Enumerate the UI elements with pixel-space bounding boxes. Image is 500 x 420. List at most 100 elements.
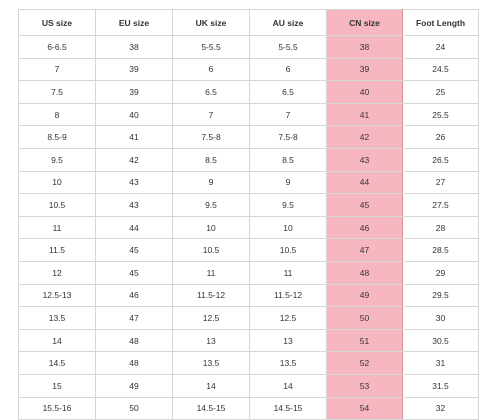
- cell-cn-size: 38: [326, 35, 403, 59]
- cell-uk-size: 9: [172, 170, 250, 195]
- table-row: 7.5 39 6.5 6.5 40 25: [18, 80, 479, 104]
- table-row: 15.5-16 50 14.5-15 14.5-15 54 32: [18, 396, 479, 420]
- cell-au-size: 10.5: [249, 238, 327, 262]
- cell-uk-size: 8.5: [172, 147, 250, 172]
- header-cn-size: CN size: [326, 9, 403, 36]
- cell-au-size: 13: [249, 328, 327, 353]
- cell-foot-length: 27: [402, 170, 479, 195]
- cell-us-size: 7.5: [18, 80, 96, 104]
- cell-us-size: 6-6.5: [18, 35, 96, 59]
- cell-au-size: 14.5-15: [249, 396, 327, 420]
- cell-us-size: 8: [18, 102, 96, 127]
- cell-foot-length: 27.5: [402, 193, 479, 217]
- cell-cn-size: 54: [326, 396, 403, 420]
- cell-us-size: 15: [18, 373, 96, 398]
- table-row: 8 40 7 7 41 25.5: [18, 102, 479, 127]
- cell-cn-size: 49: [326, 283, 403, 308]
- cell-au-size: 7: [249, 102, 327, 127]
- cell-eu-size: 45: [95, 260, 173, 285]
- cell-cn-size: 40: [326, 80, 403, 104]
- cell-foot-length: 26.5: [402, 147, 479, 172]
- cell-us-size: 10: [18, 170, 96, 195]
- cell-cn-size: 48: [326, 260, 403, 285]
- cell-uk-size: 12.5: [172, 306, 250, 330]
- cell-foot-length: 30: [402, 306, 479, 330]
- table-row: 10.5 43 9.5 9.5 45 27.5: [18, 193, 479, 217]
- cell-uk-size: 14.5-15: [172, 396, 250, 420]
- cell-foot-length: 31.5: [402, 373, 479, 398]
- header-au-size: AU size: [249, 9, 327, 36]
- cell-foot-length: 24: [402, 35, 479, 59]
- cell-uk-size: 10.5: [172, 238, 250, 262]
- cell-foot-length: 29: [402, 260, 479, 285]
- cell-eu-size: 43: [95, 170, 173, 195]
- table-row: 12.5-13 46 11.5-12 11.5-12 49 29.5: [18, 283, 479, 308]
- cell-uk-size: 10: [172, 215, 250, 240]
- cell-uk-size: 13: [172, 328, 250, 353]
- cell-cn-size: 51: [326, 328, 403, 353]
- cell-us-size: 13.5: [18, 306, 96, 330]
- cell-us-size: 8.5-9: [18, 125, 96, 149]
- cell-us-size: 14: [18, 328, 96, 353]
- cell-cn-size: 47: [326, 238, 403, 262]
- cell-cn-size: 45: [326, 193, 403, 217]
- cell-eu-size: 48: [95, 328, 173, 353]
- cell-eu-size: 46: [95, 283, 173, 308]
- cell-uk-size: 7: [172, 102, 250, 127]
- cell-cn-size: 39: [326, 57, 403, 82]
- header-us-size: US size: [18, 9, 96, 36]
- cell-au-size: 6: [249, 57, 327, 82]
- cell-foot-length: 24.5: [402, 57, 479, 82]
- cell-eu-size: 49: [95, 373, 173, 398]
- cell-foot-length: 31: [402, 351, 479, 375]
- header-uk-size: UK size: [172, 9, 250, 36]
- cell-uk-size: 11.5-12: [172, 283, 250, 308]
- cell-cn-size: 41: [326, 102, 403, 127]
- cell-us-size: 11.5: [18, 238, 96, 262]
- cell-foot-length: 25.5: [402, 102, 479, 127]
- cell-foot-length: 32: [402, 396, 479, 420]
- cell-eu-size: 47: [95, 306, 173, 330]
- cell-us-size: 10.5: [18, 193, 96, 217]
- table-row: 10 43 9 9 44 27: [18, 170, 479, 195]
- table-row: 14.5 48 13.5 13.5 52 31: [18, 351, 479, 375]
- cell-uk-size: 9.5: [172, 193, 250, 217]
- cell-cn-size: 50: [326, 306, 403, 330]
- cell-au-size: 9.5: [249, 193, 327, 217]
- cell-cn-size: 43: [326, 147, 403, 172]
- cell-au-size: 9: [249, 170, 327, 195]
- cell-au-size: 10: [249, 215, 327, 240]
- cell-uk-size: 7.5-8: [172, 125, 250, 149]
- cell-uk-size: 5-5.5: [172, 35, 250, 59]
- cell-eu-size: 39: [95, 57, 173, 82]
- cell-foot-length: 26: [402, 125, 479, 149]
- cell-us-size: 9.5: [18, 147, 96, 172]
- table-row: 14 48 13 13 51 30.5: [18, 328, 479, 353]
- cell-eu-size: 39: [95, 80, 173, 104]
- cell-cn-size: 44: [326, 170, 403, 195]
- cell-au-size: 14: [249, 373, 327, 398]
- cell-us-size: 12: [18, 260, 96, 285]
- cell-us-size: 11: [18, 215, 96, 240]
- cell-foot-length: 25: [402, 80, 479, 104]
- cell-uk-size: 11: [172, 260, 250, 285]
- cell-au-size: 6.5: [249, 80, 327, 104]
- cell-cn-size: 46: [326, 215, 403, 240]
- cell-us-size: 12.5-13: [18, 283, 96, 308]
- cell-eu-size: 45: [95, 238, 173, 262]
- cell-cn-size: 53: [326, 373, 403, 398]
- cell-us-size: 14.5: [18, 351, 96, 375]
- cell-eu-size: 44: [95, 215, 173, 240]
- cell-au-size: 11.5-12: [249, 283, 327, 308]
- cell-au-size: 5-5.5: [249, 35, 327, 59]
- cell-uk-size: 6.5: [172, 80, 250, 104]
- cell-cn-size: 42: [326, 125, 403, 149]
- cell-us-size: 7: [18, 57, 96, 82]
- table-row: 6-6.5 38 5-5.5 5-5.5 38 24: [18, 35, 479, 59]
- cell-eu-size: 42: [95, 147, 173, 172]
- cell-foot-length: 30.5: [402, 328, 479, 353]
- cell-eu-size: 40: [95, 102, 173, 127]
- cell-uk-size: 6: [172, 57, 250, 82]
- cell-eu-size: 50: [95, 396, 173, 420]
- table-row: 12 45 11 11 48 29: [18, 260, 479, 285]
